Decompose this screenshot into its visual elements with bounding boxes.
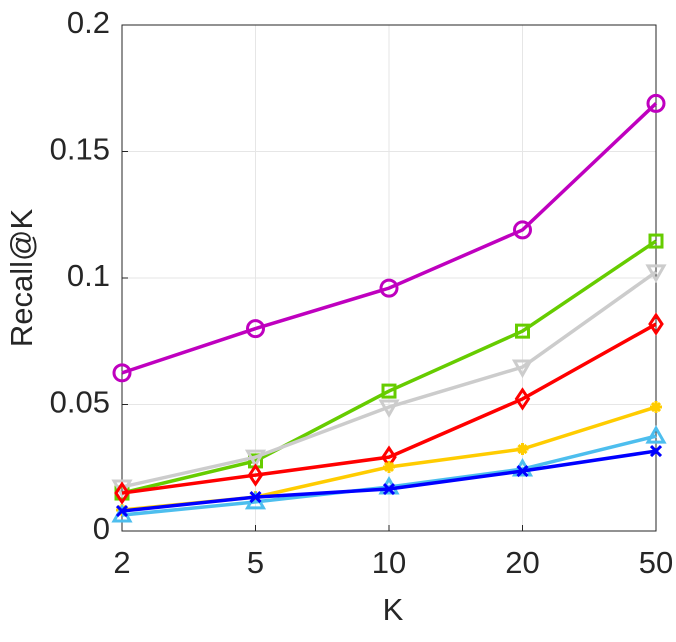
marker [114,481,130,505]
marker [516,464,529,478]
marker [648,233,664,249]
marker [249,491,262,504]
marker [382,482,396,496]
series-line [121,322,657,495]
y-tick-label: 0.2 [67,5,110,40]
marker [645,264,667,283]
marker [383,460,395,473]
marker [515,323,530,339]
marker [247,463,264,487]
series-line [121,239,657,495]
marker [115,504,129,518]
marker [649,444,663,458]
x-tick-label: 10 [372,545,406,580]
x-tick-label: 50 [639,545,673,580]
y-tick-label: 0.05 [50,385,110,420]
y-tick-label: 0.1 [67,258,110,293]
marker [645,425,667,444]
marker [379,278,399,298]
x-tick-label: 20 [505,545,539,580]
x-axis-label: K [383,592,404,627]
marker [246,319,265,339]
marker [378,399,400,419]
marker [513,220,532,240]
marker [514,387,531,411]
y-tick-label: 0.15 [50,132,110,167]
y-tick-label: 0 [93,511,110,546]
marker [244,449,267,469]
series-line [121,102,658,375]
series-line [121,270,658,489]
marker [516,443,529,456]
marker [381,383,397,399]
marker [648,312,664,336]
y-axis-label: Recall@K [4,209,39,348]
marker [650,401,662,414]
marker [511,359,534,379]
marker [646,93,666,113]
x-tick-label: 2 [113,545,130,580]
x-tick-label: 5 [247,545,264,580]
marker [112,363,132,383]
